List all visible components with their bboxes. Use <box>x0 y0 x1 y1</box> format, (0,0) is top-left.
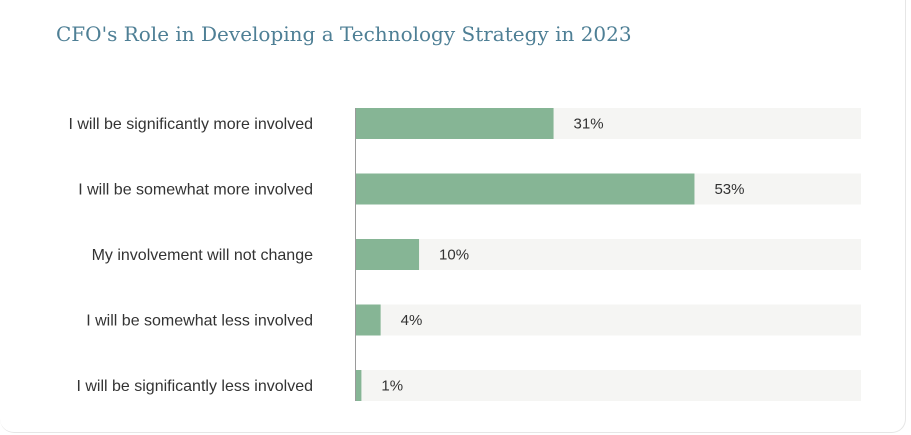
value-label: 1% <box>381 378 403 395</box>
category-label: My involvement will not change <box>92 247 314 264</box>
value-label: 53% <box>714 181 744 198</box>
bar <box>355 173 695 205</box>
value-label: 4% <box>401 312 423 329</box>
bar <box>355 370 362 401</box>
value-label: 31% <box>574 116 604 133</box>
category-label: I will be somewhat less involved <box>86 313 313 330</box>
category-label: I will be somewhat more involved <box>78 182 313 199</box>
bar-track <box>355 370 861 401</box>
category-label: I will be significantly more involved <box>68 116 313 133</box>
bar <box>355 239 420 270</box>
bar <box>355 108 554 139</box>
category-label: I will be significantly less involved <box>76 378 313 395</box>
value-label: 10% <box>439 247 469 264</box>
bar-track <box>355 239 861 270</box>
bar <box>355 304 381 336</box>
bar-track <box>355 304 861 336</box>
chart-title: CFO's Role in Developing a Technology St… <box>56 22 632 46</box>
